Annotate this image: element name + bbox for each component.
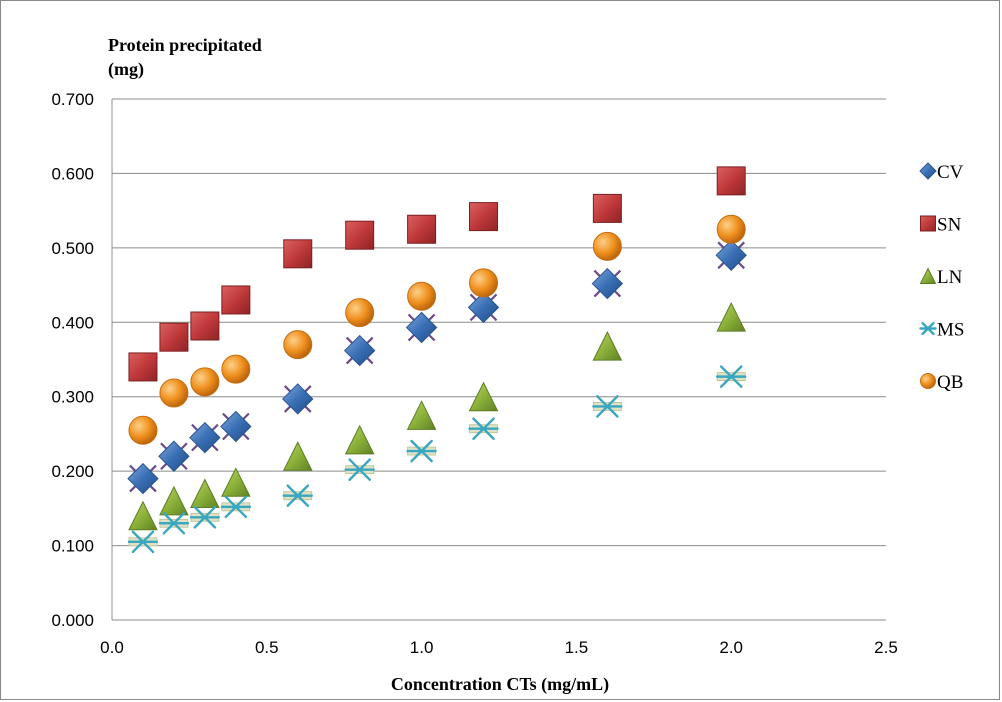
data-point xyxy=(716,301,747,332)
data-point xyxy=(591,267,624,300)
legend-label: CV xyxy=(937,162,964,183)
series-sn xyxy=(128,166,746,382)
data-point xyxy=(221,467,251,497)
data-point xyxy=(716,166,746,196)
series-qb xyxy=(128,214,746,445)
data-point xyxy=(345,298,375,328)
data-point xyxy=(127,462,159,495)
data-point xyxy=(189,421,221,454)
legend: CV SN LN MS QB xyxy=(919,162,964,393)
legend-item-sn: SN xyxy=(920,215,962,236)
data-point xyxy=(283,239,313,269)
data-point xyxy=(345,220,375,250)
data-point xyxy=(592,330,623,361)
y-tick-label: 0.200 xyxy=(51,462,94,481)
series-ms xyxy=(127,365,747,554)
x-tick-label: 0.5 xyxy=(255,638,279,657)
legend-label: MS xyxy=(937,320,964,341)
series-cv xyxy=(127,239,747,495)
data-point xyxy=(344,458,375,481)
data-point xyxy=(220,495,252,519)
legend-item-ln: LN xyxy=(919,267,963,288)
data-point xyxy=(190,367,220,397)
data-point xyxy=(592,395,623,418)
legend-marker xyxy=(920,215,936,232)
data-point xyxy=(469,268,499,298)
y-tick-label: 0.500 xyxy=(51,239,94,258)
y-tick-label: 0.000 xyxy=(51,611,94,630)
data-point xyxy=(283,330,313,360)
data-point xyxy=(159,322,189,352)
data-point xyxy=(468,417,499,440)
x-tick-label: 0.0 xyxy=(100,638,124,657)
data-point xyxy=(127,530,159,554)
data-point xyxy=(221,354,251,384)
y-tick-label: 0.400 xyxy=(51,313,94,332)
y-axis-title-line1: Protein precipitated xyxy=(108,35,262,55)
data-point xyxy=(716,214,746,244)
x-tick-label: 1.0 xyxy=(410,638,434,657)
y-tick-label: 0.100 xyxy=(51,537,94,556)
data-point xyxy=(344,424,375,455)
data-point xyxy=(592,193,622,223)
x-tick-label: 1.5 xyxy=(565,638,589,657)
data-point xyxy=(282,383,314,415)
y-tick-label: 0.600 xyxy=(51,164,94,183)
legend-marker xyxy=(919,321,937,336)
legend-label: LN xyxy=(937,267,963,288)
data-point xyxy=(407,281,437,311)
data-point xyxy=(128,500,158,531)
y-axis-title-line2: (mg) xyxy=(108,59,144,80)
data-point xyxy=(715,239,747,272)
data-points xyxy=(127,166,747,554)
data-point xyxy=(159,485,189,516)
data-point xyxy=(716,365,747,388)
data-point xyxy=(158,440,190,472)
legend-marker xyxy=(919,267,937,284)
data-point xyxy=(221,285,251,315)
x-tick-label: 2.0 xyxy=(719,638,743,657)
data-point xyxy=(469,202,499,232)
legend-marker xyxy=(920,373,936,389)
data-point xyxy=(159,378,189,408)
data-point xyxy=(158,511,190,535)
data-point xyxy=(128,415,158,445)
data-point xyxy=(592,231,622,261)
data-point xyxy=(406,439,437,463)
data-point xyxy=(282,441,313,471)
data-point xyxy=(407,214,437,244)
legend-item-cv: CV xyxy=(919,162,964,183)
data-point xyxy=(189,506,221,529)
legend-item-ms: MS xyxy=(919,320,964,341)
data-point xyxy=(405,311,438,344)
legend-item-qb: QB xyxy=(920,372,963,393)
data-point xyxy=(282,484,313,507)
data-point xyxy=(190,478,220,508)
legend-label: SN xyxy=(937,215,962,236)
series-ln xyxy=(128,301,747,531)
y-tick-label: 0.300 xyxy=(51,388,94,407)
legend-label: QB xyxy=(937,372,963,393)
data-point xyxy=(406,400,437,430)
x-tick-label: 2.5 xyxy=(874,638,898,657)
data-point xyxy=(190,311,220,341)
data-point xyxy=(128,352,158,382)
legend-marker xyxy=(919,162,937,180)
data-point xyxy=(467,291,500,324)
data-point xyxy=(343,334,376,367)
y-tick-label: 0.700 xyxy=(51,90,94,109)
data-point xyxy=(468,381,499,412)
gridlines xyxy=(111,98,886,621)
data-point xyxy=(220,410,252,443)
tick-labels: 0.000 0.100 0.200 0.300 0.400 0.500 0.600 0.700… xyxy=(51,90,897,657)
x-axis-title: Concentration CTs (mg/mL) xyxy=(391,674,609,695)
